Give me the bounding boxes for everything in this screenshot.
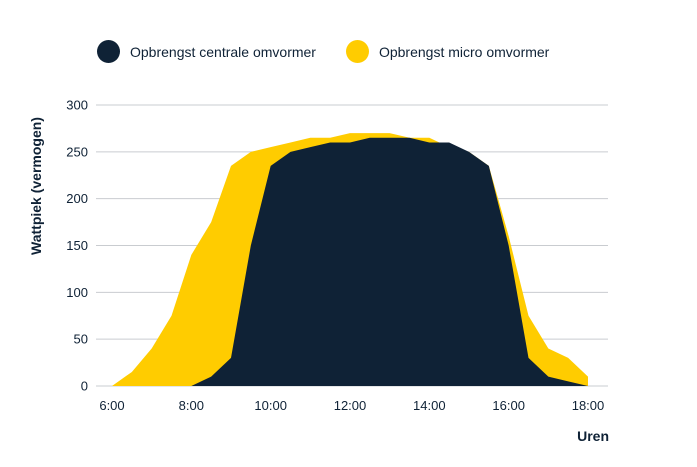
x-tick-label-600: 6:00 (99, 398, 124, 413)
y-tick-label-150: 150 (66, 238, 88, 253)
y-tick-label-0: 0 (81, 379, 88, 394)
y-tick-label-250: 250 (66, 144, 88, 159)
x-tick-label-1800: 18:00 (572, 398, 605, 413)
legend-item-micro: Opbrengst micro omvormer (345, 40, 550, 63)
x-tick-label-1600: 16:00 (492, 398, 525, 413)
x-tick-label-1400: 14:00 (413, 398, 446, 413)
legend-swatch-centrale (97, 40, 120, 63)
y-tick-label-200: 200 (66, 191, 88, 206)
series-area-centrale (112, 137, 588, 386)
legend-item-centrale: Opbrengst centrale omvormer (97, 40, 316, 63)
legend-label-centrale: Opbrengst centrale omvormer (130, 43, 316, 60)
x-tick-label-800: 8:00 (179, 398, 204, 413)
y-tick-label-50: 50 (74, 332, 88, 347)
x-tick-label-1200: 12:00 (334, 398, 367, 413)
x-axis-label: Uren (577, 428, 609, 444)
y-tick-label-100: 100 (66, 285, 88, 300)
legend-swatch-micro (345, 40, 369, 63)
y-tick-label-300: 300 (66, 98, 88, 113)
legend-label-micro: Opbrengst micro omvormer (378, 43, 550, 60)
legend: Opbrengst centrale omvormer Opbrengst mi… (97, 40, 579, 63)
x-tick-label-1000: 10:00 (254, 398, 287, 413)
